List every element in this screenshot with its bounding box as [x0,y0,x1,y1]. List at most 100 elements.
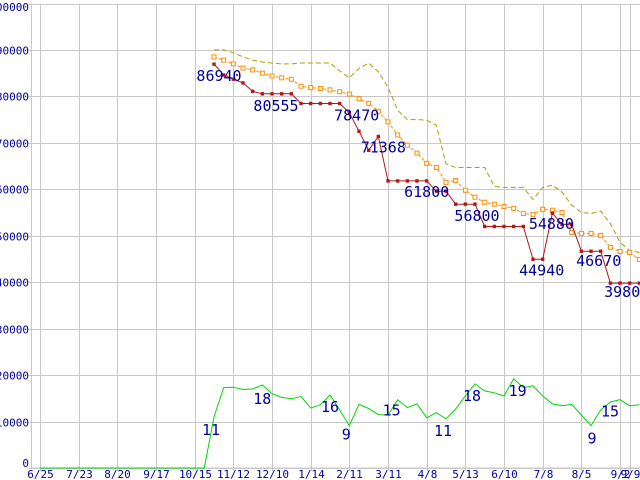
avg-price-marker [327,87,333,93]
avg-price-marker [298,83,304,89]
avg-price-marker [530,211,536,217]
avg-price-marker [414,150,420,156]
avg-price-marker [317,86,323,92]
min-price-marker [579,249,584,253]
avg-price-marker [520,210,526,216]
avg-price-marker [636,256,640,262]
min-price-marker [482,224,487,229]
x-tick-label: 9/2 [611,468,631,480]
y-tick-label: 20000 [0,370,29,383]
min-price-marker [569,222,574,227]
avg-price-marker [250,67,256,73]
data-point-label: 71368 [361,139,406,157]
avg-price-marker [578,230,584,236]
avg-price-marker [308,85,314,91]
data-point-label: 44940 [519,261,564,279]
avg-price-marker [540,206,546,212]
avg-price-marker [221,57,227,63]
min-price-marker [212,62,216,66]
avg-price-marker [404,142,410,148]
x-tick-label: 6/10 [491,468,518,480]
min-price-marker [289,92,294,96]
y-tick-label: 100000 [0,1,29,14]
data-point-label: 18 [463,387,481,405]
series-count-line [40,378,640,469]
min-price-marker [279,92,284,96]
min-price-marker [434,189,439,193]
y-tick-label: 60000 [0,184,29,197]
avg-price-marker [617,249,623,255]
min-price-marker [386,179,390,183]
x-tick-label: 7/8 [534,468,554,480]
min-price-marker [405,179,410,183]
min-price-marker [473,202,477,206]
data-point-label: 61800 [404,183,449,201]
avg-price-marker [453,177,459,183]
min-price-marker [550,211,555,215]
avg-price-marker [569,229,575,235]
min-price-marker [337,101,342,106]
data-point-label: 86940 [196,67,241,85]
data-point-label: 18 [253,390,271,408]
x-tick-label: 8/5 [572,468,592,480]
min-price-marker [231,77,236,81]
y-tick-label: 0 [22,457,29,470]
data-point-label: 46670 [576,252,621,270]
min-price-marker [637,281,640,285]
x-tick-label: 3/11 [375,468,402,480]
min-price-marker [560,222,564,227]
data-point-label: 15 [383,402,401,420]
x-tick-label: 4/8 [418,468,438,480]
min-price-marker [531,257,535,261]
y-tick-label: 70000 [0,138,29,151]
avg-price-marker [627,249,633,255]
min-price-marker [250,89,255,93]
min-price-marker [328,101,332,106]
y-tick-label: 10000 [0,417,29,430]
min-price-marker [357,129,361,133]
min-price-marker [395,179,400,183]
data-point-label: 15 [601,403,619,421]
min-price-marker [511,224,516,229]
min-price-marker [415,179,419,183]
x-tick-label: 9/9 [621,468,640,480]
min-price-marker [366,148,371,152]
data-point-label: 9 [342,426,351,444]
min-price-marker [492,224,497,229]
avg-price-marker [259,70,265,76]
data-point-label: 54880 [529,215,574,233]
avg-price-marker [356,96,362,102]
y-tick-label: 80000 [0,91,29,104]
min-price-marker [521,224,526,229]
data-point-label: 16 [321,398,339,416]
data-point-label: 39800 [604,283,640,301]
series-max-price-line [214,49,640,253]
avg-price-marker [472,194,478,200]
min-price-marker [299,101,303,106]
min-price-marker [241,81,245,85]
min-price-marker [502,224,506,229]
y-tick-label: 90000 [0,45,29,58]
y-tick-label: 40000 [0,277,29,290]
x-tick-label: 9/17 [143,468,170,480]
avg-price-marker [279,75,285,81]
min-price-marker [376,134,381,139]
avg-price-marker [366,100,372,106]
min-price-marker [589,249,593,253]
data-point-label: 9 [587,430,596,448]
data-point-label: 11 [434,422,452,440]
avg-price-marker [240,65,246,71]
avg-price-marker [491,201,497,207]
avg-price-marker [385,119,391,125]
avg-price-marker [482,199,488,205]
avg-price-marker [501,203,507,209]
x-tick-label: 12/10 [256,468,289,480]
x-tick-label: 8/20 [104,468,131,480]
y-tick-label: 50000 [0,231,29,244]
x-tick-label: 6/25 [27,468,54,480]
min-price-marker [540,257,545,261]
avg-price-marker [230,61,236,67]
min-price-marker [463,202,468,206]
